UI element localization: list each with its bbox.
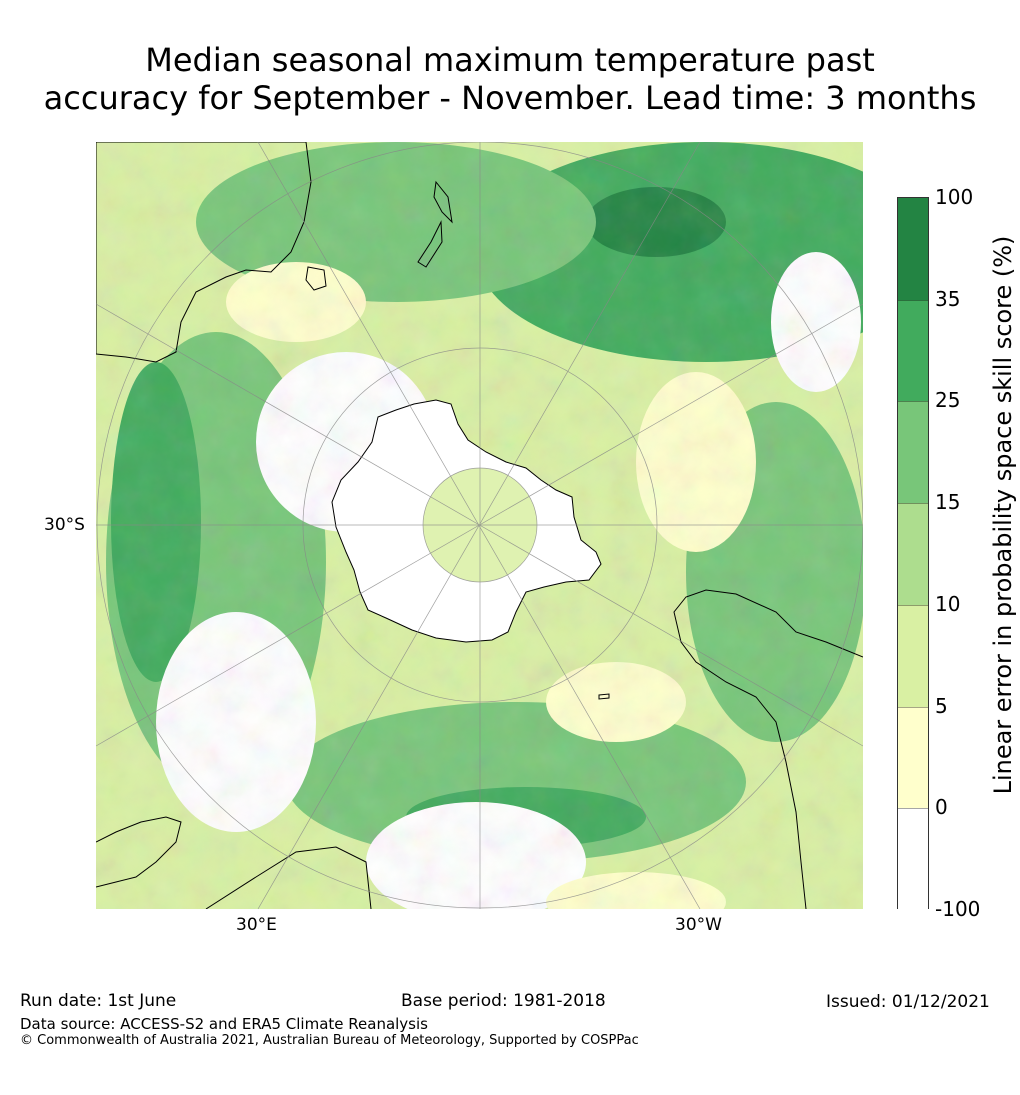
tasmania xyxy=(305,266,327,291)
colorbar-bin xyxy=(898,198,928,300)
colorbar-tick-label: 0 xyxy=(935,795,948,820)
colorbar xyxy=(897,197,929,911)
falklands xyxy=(598,693,610,700)
colorbar-bin xyxy=(898,401,928,505)
colorbar-bin xyxy=(898,503,928,606)
colorbar-label: Linear error in probability space skill … xyxy=(989,235,1017,795)
colorbar-tick-label: -100 xyxy=(935,897,981,921)
run-date: Run date: 1st June xyxy=(20,991,177,1011)
base-period: Base period: 1981-2018 xyxy=(401,991,606,1011)
skill-score-map xyxy=(96,142,863,909)
colorbar-bin xyxy=(898,604,928,708)
colorbar-tick-label: 25 xyxy=(935,388,961,413)
colorbar-bin xyxy=(898,706,928,810)
colorbar-tick-label: 5 xyxy=(935,693,948,718)
colorbar-tick-label: 10 xyxy=(935,591,961,616)
africa-landmass xyxy=(96,816,182,888)
africa-coast-south xyxy=(205,846,372,909)
chart-title-line-1: Median seasonal maximum temperature past xyxy=(145,41,875,79)
longitude-label-west: 30°W xyxy=(675,915,722,935)
data-source: Data source: ACCESS-S2 and ERA5 Climate … xyxy=(20,1015,428,1033)
south-america-landmass xyxy=(673,589,863,909)
copyright: © Commonwealth of Australia 2021, Austra… xyxy=(20,1033,639,1048)
issued-date: Issued: 01/12/2021 xyxy=(826,992,990,1012)
colorbar-bin xyxy=(898,299,928,403)
colorbar-tick-label: 35 xyxy=(935,286,961,311)
longitude-label-east: 30°E xyxy=(236,915,277,935)
colorbar-bin xyxy=(898,808,928,911)
australia-landmass xyxy=(96,142,312,363)
new-zealand-north xyxy=(433,180,453,224)
graticule xyxy=(96,142,863,909)
new-zealand-south xyxy=(417,220,443,268)
colorbar-tick-label: 100 xyxy=(935,185,974,209)
latitude-label: 30°S xyxy=(44,515,85,535)
chart-title-line-2: accuracy for September - November. Lead … xyxy=(43,79,977,117)
colorbar-tick-label: 15 xyxy=(935,490,961,515)
